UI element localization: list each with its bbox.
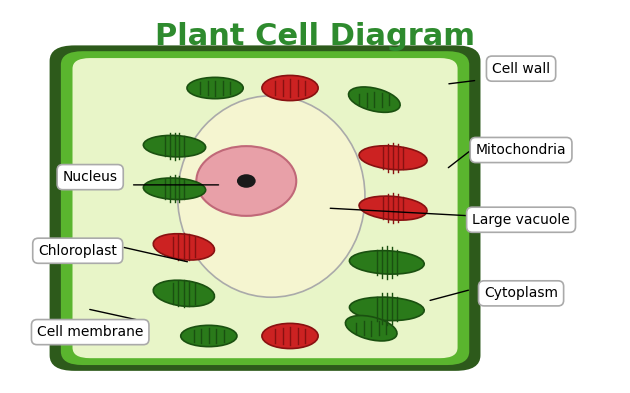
Text: Mitochondria: Mitochondria: [476, 143, 566, 157]
Ellipse shape: [237, 174, 256, 188]
Ellipse shape: [144, 135, 205, 157]
Ellipse shape: [350, 251, 424, 274]
Ellipse shape: [153, 280, 214, 307]
Ellipse shape: [197, 146, 296, 216]
Ellipse shape: [178, 96, 365, 297]
Ellipse shape: [348, 87, 400, 112]
FancyBboxPatch shape: [71, 57, 459, 359]
Ellipse shape: [359, 196, 427, 220]
Ellipse shape: [153, 234, 214, 260]
Ellipse shape: [181, 325, 237, 347]
Text: Nucleus: Nucleus: [63, 170, 118, 184]
Ellipse shape: [187, 77, 243, 99]
FancyBboxPatch shape: [61, 51, 469, 365]
FancyBboxPatch shape: [50, 46, 481, 371]
Text: Chloroplast: Chloroplast: [38, 244, 117, 258]
Ellipse shape: [345, 316, 397, 341]
Ellipse shape: [350, 297, 424, 321]
Text: Plant Cell Diagram: Plant Cell Diagram: [155, 22, 475, 51]
Ellipse shape: [262, 323, 318, 349]
Ellipse shape: [144, 178, 205, 200]
Text: Cytoplasm: Cytoplasm: [484, 286, 558, 300]
Text: Cell membrane: Cell membrane: [37, 325, 144, 339]
Text: Cell wall: Cell wall: [492, 62, 550, 75]
Ellipse shape: [359, 146, 427, 170]
Text: Large vacuole: Large vacuole: [472, 213, 570, 227]
Ellipse shape: [262, 75, 318, 101]
